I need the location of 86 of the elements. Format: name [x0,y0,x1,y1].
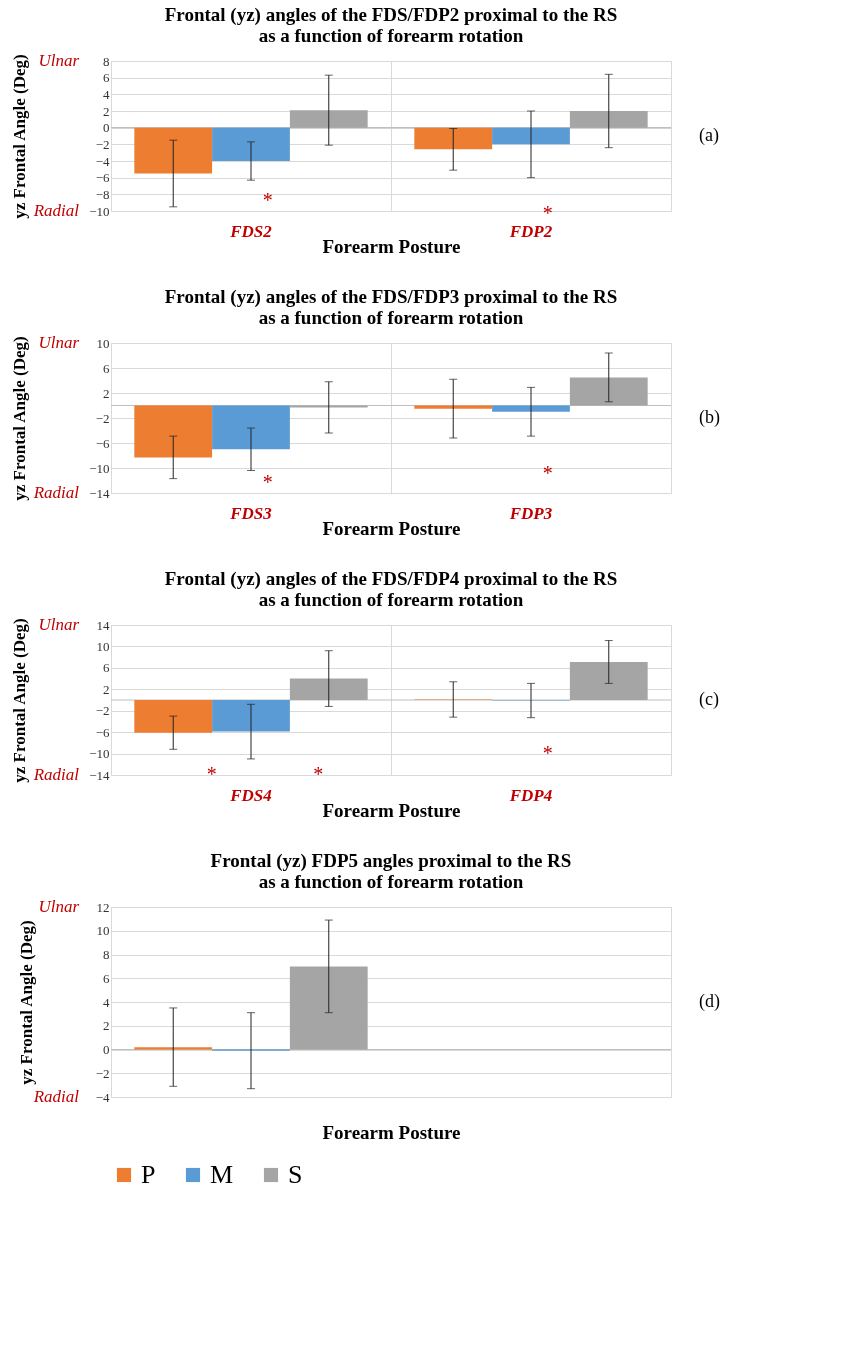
text: Radial [32,1087,80,1106]
text: (a) [699,125,719,146]
y-tick-label: 10 [96,335,110,351]
y-tick-label: 10 [96,923,110,939]
y-tick-label: 0 [103,1042,110,1057]
text: (b) [699,407,720,428]
y-tick-label: −6 [95,435,110,451]
text: Ulnar [38,615,80,634]
y-tick-label: 12 [96,899,110,915]
y-tick-label: 2 [103,1018,110,1034]
legend-label: S [288,1160,303,1189]
y-tick-label: −2 [95,136,110,152]
text: Radial [32,483,80,502]
y-tick-label: 2 [103,681,110,697]
text: Ulnar [38,897,80,916]
y-tick-label: 8 [103,53,110,69]
bar [569,111,648,128]
annotation: * [313,763,324,785]
y-tick-label: 0 [103,120,110,136]
x-axis-title: Forearm Posture [322,517,461,539]
x-tick-label: FDP4 [508,785,553,805]
annotation: * [206,763,217,785]
text: Radial [32,765,80,784]
text: (d) [699,991,720,1012]
chart-title: Frontal (yz) angles of the FDS/FDP3 proximal to the RS as a function of forearm rotation [164,286,618,328]
y-tick-label: 4 [103,86,110,102]
y-tick-label: 4 [103,994,110,1010]
annotation: * [542,742,553,764]
x-axis-title: Forearm Posture [322,235,461,257]
y-tick-label: 10 [96,638,110,654]
y-tick-label: −8 [95,186,110,202]
y-tick-label: −4 [95,153,110,169]
text: Ulnar [38,333,80,352]
text: (c) [699,689,719,710]
x-axis-title: Forearm Posture [322,1121,461,1143]
y-tick-label: −14 [89,485,110,501]
y-tick-label: 8 [103,947,110,962]
y-tick-label: −6 [95,724,110,740]
y-tick-label: −2 [95,1065,110,1081]
x-tick-label: FDS2 [229,221,273,241]
y-tick-label: −6 [95,170,110,186]
bar [134,127,213,174]
y-tick-label: 6 [103,660,110,676]
bar [289,966,368,1050]
x-tick-label: FDS4 [229,785,272,805]
text: Radial [32,201,80,220]
bar [212,700,290,732]
chart-title: Frontal (yz) angles of the FDS/FDP2 proximal to the RS as a function of forearm rotation [164,4,618,46]
y-tick-label: −10 [89,746,110,762]
x-axis-title: Forearm Posture [322,799,461,821]
bar [289,110,368,128]
y-axis-title: yz Frontal Angle (Deg) [10,618,30,783]
legend-label: P [141,1160,156,1189]
bar [414,127,493,150]
bar [569,661,648,700]
y-tick-label: 14 [96,617,110,633]
chart-title: Frontal (yz) angles of the FDS/FDP4 proximal to the RS as a function of forearm rotation [164,568,618,610]
y-tick-label: 6 [103,360,110,376]
y-tick-label: −10 [89,203,110,219]
annotation: * [542,461,553,484]
y-tick-label: −2 [95,703,110,719]
y-tick-label: 2 [103,103,110,119]
y-axis-title: yz Frontal Angle (Deg) [16,920,36,1085]
x-tick-label: FDP3 [508,503,553,523]
annotation: * [262,188,273,211]
y-tick-label: 6 [103,70,110,86]
annotation: * [262,470,273,493]
chart-title: Frontal (yz) FDP5 angles proximal to the RS as a function of forearm rotation [210,850,572,892]
y-tick-label: −4 [95,1089,110,1105]
bar [289,678,368,700]
bar [134,1047,213,1050]
y-tick-label: 2 [103,385,110,401]
y-tick-label: −2 [95,410,110,426]
bar [492,127,570,145]
x-tick-label: FDP2 [508,221,553,241]
text: Ulnar [38,51,80,70]
y-tick-label: −10 [89,460,110,476]
annotation: * [542,202,553,224]
y-axis-title: yz Frontal Angle (Deg) [10,54,30,219]
legend-label: M [210,1160,234,1189]
y-axis-title: yz Frontal Angle (Deg) [10,336,30,501]
bar [134,700,213,733]
y-tick-label: 6 [103,970,110,986]
bar [212,127,290,161]
x-tick-label: FDS3 [229,503,273,523]
y-tick-label: −14 [89,767,110,783]
